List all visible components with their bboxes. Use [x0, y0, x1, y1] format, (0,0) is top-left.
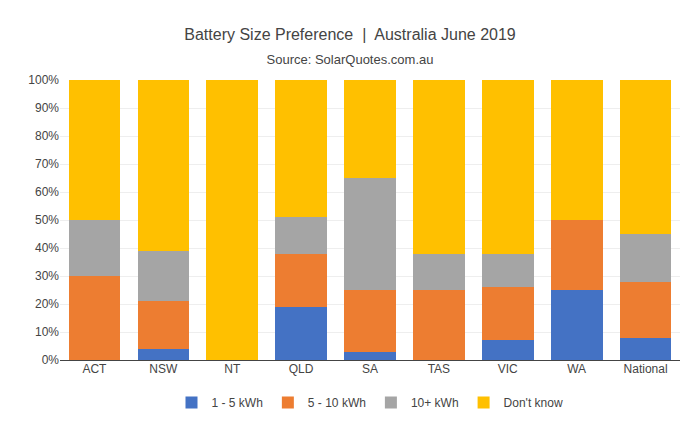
svg-text:0%: 0% [42, 353, 60, 367]
svg-text:20%: 20% [35, 297, 59, 311]
svg-text:10+ kWh: 10+ kWh [411, 396, 459, 410]
svg-text:10%: 10% [35, 325, 59, 339]
svg-text:TAS: TAS [428, 362, 450, 376]
svg-text:40%: 40% [35, 241, 59, 255]
svg-text:1 - 5 kWh: 1 - 5 kWh [212, 396, 263, 410]
svg-text:VIC: VIC [498, 362, 518, 376]
svg-text:QLD: QLD [289, 362, 314, 376]
svg-text:Don't know: Don't know [504, 396, 563, 410]
svg-text:5 - 10 kWh: 5 - 10 kWh [308, 396, 366, 410]
svg-text:50%: 50% [35, 213, 59, 227]
svg-text:Source: SolarQuotes.com.au: Source: SolarQuotes.com.au [267, 52, 434, 67]
svg-text:60%: 60% [35, 185, 59, 199]
svg-text:70%: 70% [35, 157, 59, 171]
svg-text:National: National [624, 362, 668, 376]
svg-text:WA: WA [567, 362, 586, 376]
svg-text:ACT: ACT [82, 362, 107, 376]
svg-text:100%: 100% [28, 73, 59, 87]
svg-text:30%: 30% [35, 269, 59, 283]
svg-text:NSW: NSW [149, 362, 178, 376]
svg-text:Battery Size Preference | Au: Battery Size Preference | Australia June… [184, 26, 516, 43]
svg-text:80%: 80% [35, 129, 59, 143]
svg-text:90%: 90% [35, 101, 59, 115]
svg-text:SA: SA [362, 362, 378, 376]
svg-text:NT: NT [224, 362, 241, 376]
